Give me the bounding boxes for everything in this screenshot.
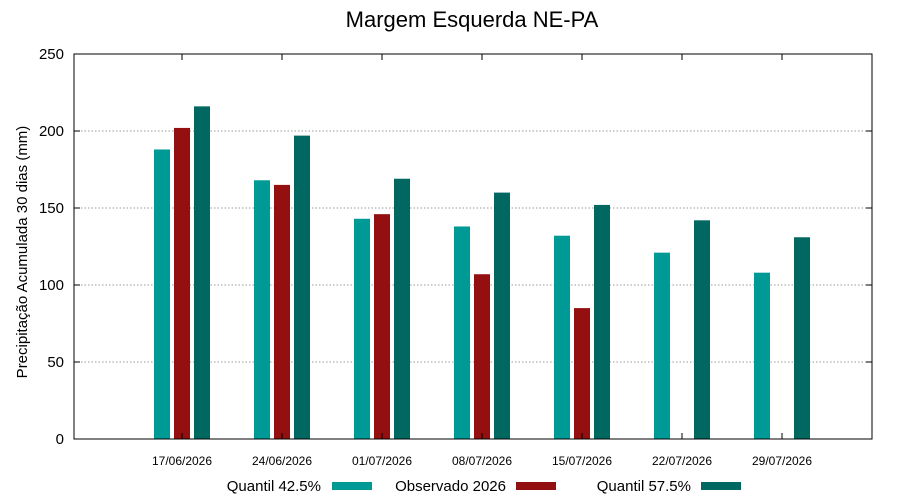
bar-quantil-42 xyxy=(254,180,270,439)
bar-quantil-42 xyxy=(654,252,670,439)
legend-label: Quantil 42.5% xyxy=(227,478,321,495)
legend-label: Quantil 57.5% xyxy=(597,478,691,495)
bar-quantil-42 xyxy=(554,235,570,439)
bar-quantil-57 xyxy=(194,106,210,440)
legend-swatch xyxy=(332,482,372,490)
plot-frame xyxy=(73,53,873,440)
legend-swatch xyxy=(701,482,741,490)
x-tick-label: 29/07/2026 xyxy=(752,454,812,468)
bar-quantil-57 xyxy=(694,220,710,439)
x-tick-label: 15/07/2026 xyxy=(552,454,612,468)
bar-quantil-57 xyxy=(294,135,310,439)
y-axis-label: Precipitação Acumulada 30 dias (mm) xyxy=(14,126,31,379)
bar-observado xyxy=(174,127,190,440)
y-tick-label: 200 xyxy=(39,123,64,140)
bar-observado xyxy=(374,214,390,439)
x-tick-label: 22/07/2026 xyxy=(652,454,712,468)
bar-observado xyxy=(274,184,290,439)
bars xyxy=(154,106,810,440)
x-tick-label: 08/07/2026 xyxy=(452,454,512,468)
bar-quantil-42 xyxy=(754,272,770,439)
y-tick-label: 50 xyxy=(47,354,64,371)
y-tick-label: 250 xyxy=(39,46,64,63)
legend-swatch xyxy=(516,482,556,490)
x-tick-label: 24/06/2026 xyxy=(252,454,312,468)
x-axis-ticks: 17/06/2026 24/06/2026 01/07/2026 08/07/2026… xyxy=(152,54,812,468)
legend-label: Observado 2026 xyxy=(395,478,506,495)
bar-quantil-57 xyxy=(494,192,510,439)
bar-quantil-42 xyxy=(454,226,470,439)
y-tick-label: 100 xyxy=(39,277,64,294)
x-tick-label: 17/06/2026 xyxy=(152,454,212,468)
bar-quantil-57 xyxy=(594,204,610,439)
bar-observado xyxy=(574,308,590,439)
bar-quantil-42 xyxy=(354,218,370,439)
y-tick-label: 150 xyxy=(39,200,64,217)
chart-title: Margem Esquerda NE-PA xyxy=(346,7,599,32)
bar-quantil-57 xyxy=(794,237,810,439)
bar-observado xyxy=(474,274,490,439)
x-tick-label: 01/07/2026 xyxy=(352,454,412,468)
bar-quantil-57 xyxy=(394,178,410,440)
bar-quantil-42 xyxy=(154,149,170,440)
y-axis-ticks: 0 50 100 150 200 250 xyxy=(39,46,872,448)
y-tick-label: 0 xyxy=(56,431,64,448)
legend: Quantil 42.5% Observado 2026 Quantil 57.5% xyxy=(227,478,741,495)
grid-lines xyxy=(74,130,872,363)
